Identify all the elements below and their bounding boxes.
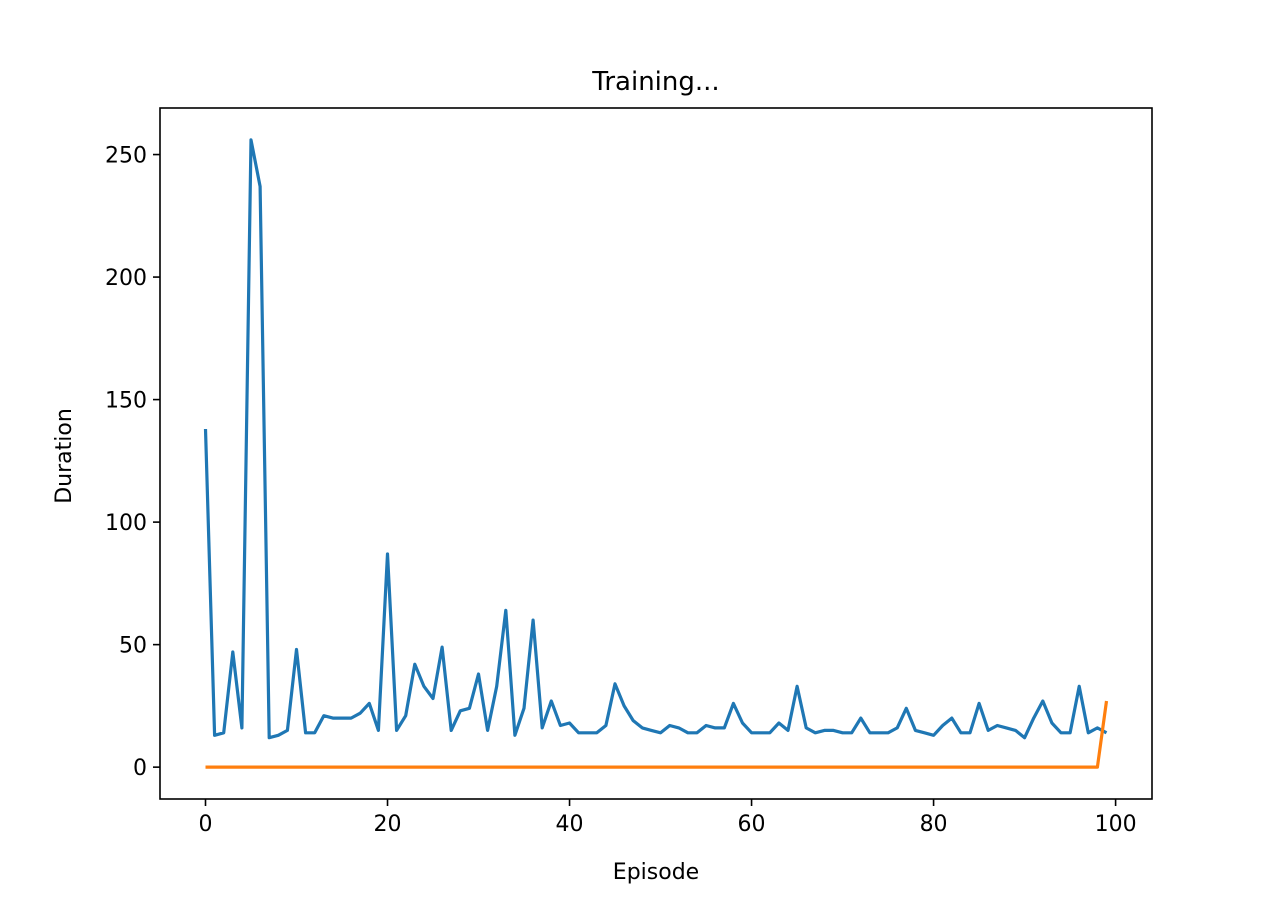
- x-tick-label: 20: [374, 812, 402, 837]
- plot-area: [160, 108, 1152, 799]
- x-tick-label: 100: [1095, 812, 1137, 837]
- x-tick-label: 80: [920, 812, 948, 837]
- y-tick-label: 250: [105, 144, 147, 169]
- series-layer: [203, 138, 1109, 769]
- y-tick-label: 0: [133, 756, 147, 781]
- x-tick-label: 60: [738, 812, 766, 837]
- x-tick-label: 0: [199, 812, 213, 837]
- y-axis-ticks: 0 50 100 150 200 250: [105, 144, 160, 781]
- chart-title: Training...: [591, 67, 719, 97]
- plot-frame: [159, 107, 1153, 800]
- series-line-2: [205, 700, 1109, 769]
- y-tick-label: 150: [105, 389, 147, 414]
- y-tick-label: 50: [119, 634, 147, 659]
- x-axis-ticks: 0 20 40 60 80 100: [199, 799, 1137, 837]
- y-tick-label: 100: [105, 511, 147, 536]
- y-axis-label: Duration: [52, 408, 77, 504]
- y-tick-label: 200: [105, 266, 147, 291]
- x-axis-label: Episode: [613, 860, 699, 885]
- series-line-1: [203, 138, 1108, 740]
- x-tick-label: 40: [556, 812, 584, 837]
